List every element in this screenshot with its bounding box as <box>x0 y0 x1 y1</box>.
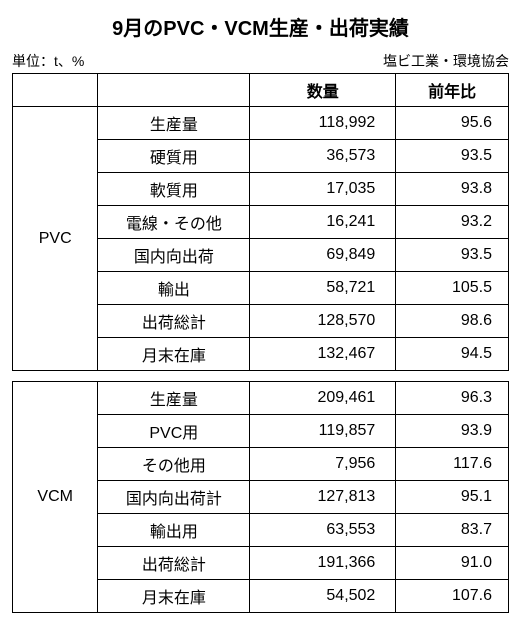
row-yoy: 107.6 <box>396 580 509 613</box>
row-yoy: 93.5 <box>396 140 509 173</box>
row-yoy: 93.8 <box>396 173 509 206</box>
row-label: PVC用 <box>98 415 250 448</box>
header-blank-2 <box>98 74 250 107</box>
row-label: 月末在庫 <box>98 580 250 613</box>
row-label: 輸出 <box>98 272 250 305</box>
row-quantity: 58,721 <box>250 272 396 305</box>
row-label: 国内向出荷計 <box>98 481 250 514</box>
table-row: PVC 生産量 118,992 95.6 <box>13 107 509 140</box>
production-table: 数量 前年比 PVC 生産量 118,992 95.6 硬質用 36,573 9… <box>12 73 509 613</box>
row-quantity: 63,553 <box>250 514 396 547</box>
row-label: 硬質用 <box>98 140 250 173</box>
table-row: VCM 生産量 209,461 96.3 <box>13 382 509 415</box>
row-label: 生産量 <box>98 107 250 140</box>
row-yoy: 93.5 <box>396 239 509 272</box>
header-quantity: 数量 <box>250 74 396 107</box>
row-quantity: 191,366 <box>250 547 396 580</box>
row-yoy: 94.5 <box>396 338 509 371</box>
row-yoy: 95.6 <box>396 107 509 140</box>
row-label: 出荷総計 <box>98 305 250 338</box>
header-yoy: 前年比 <box>396 74 509 107</box>
row-label: 軟質用 <box>98 173 250 206</box>
unit-label: 単位：t、% <box>12 51 84 71</box>
header-blank-1 <box>13 74 98 107</box>
row-quantity: 209,461 <box>250 382 396 415</box>
row-quantity: 127,813 <box>250 481 396 514</box>
row-yoy: 117.6 <box>396 448 509 481</box>
row-label: 生産量 <box>98 382 250 415</box>
header-row: 数量 前年比 <box>13 74 509 107</box>
row-yoy: 96.3 <box>396 382 509 415</box>
section-spacer <box>13 371 509 382</box>
row-quantity: 132,467 <box>250 338 396 371</box>
row-quantity: 7,956 <box>250 448 396 481</box>
row-label: 月末在庫 <box>98 338 250 371</box>
row-label: その他用 <box>98 448 250 481</box>
row-label: 出荷総計 <box>98 547 250 580</box>
row-quantity: 128,570 <box>250 305 396 338</box>
row-yoy: 93.2 <box>396 206 509 239</box>
row-yoy: 105.5 <box>396 272 509 305</box>
row-yoy: 91.0 <box>396 547 509 580</box>
row-yoy: 93.9 <box>396 415 509 448</box>
category-cell: VCM <box>13 382 98 613</box>
row-yoy: 83.7 <box>396 514 509 547</box>
row-quantity: 54,502 <box>250 580 396 613</box>
page-title: 9月のPVC・VCM生産・出荷実績 <box>12 12 509 41</box>
row-label: 電線・その他 <box>98 206 250 239</box>
row-quantity: 118,992 <box>250 107 396 140</box>
source-label: 塩ビ工業・環境協会 <box>383 51 509 71</box>
row-quantity: 16,241 <box>250 206 396 239</box>
row-yoy: 98.6 <box>396 305 509 338</box>
row-quantity: 36,573 <box>250 140 396 173</box>
row-quantity: 69,849 <box>250 239 396 272</box>
row-label: 輸出用 <box>98 514 250 547</box>
meta-row: 単位：t、% 塩ビ工業・環境協会 <box>12 51 509 71</box>
row-quantity: 17,035 <box>250 173 396 206</box>
row-quantity: 119,857 <box>250 415 396 448</box>
row-label: 国内向出荷 <box>98 239 250 272</box>
row-yoy: 95.1 <box>396 481 509 514</box>
category-cell: PVC <box>13 107 98 371</box>
